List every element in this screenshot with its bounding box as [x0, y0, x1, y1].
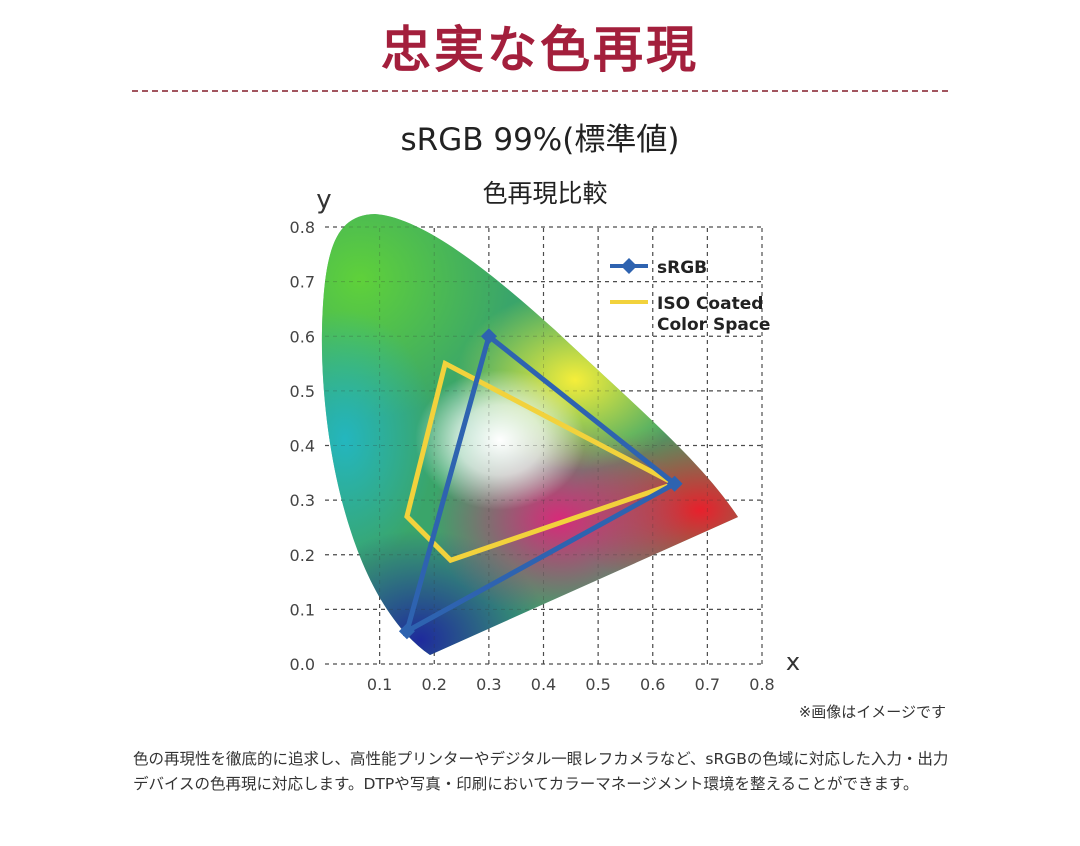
x-tick-label: 0.7: [695, 675, 720, 694]
page-title: 忠実な色再現: [381, 21, 699, 79]
legend-label-iso-coated: ISO Coated Color Space: [657, 294, 770, 335]
srgb-point-marker: [666, 475, 683, 492]
series-line-srgb: [402, 331, 680, 637]
x-tick-label: 0.6: [640, 675, 665, 694]
x-axis-label: x: [786, 648, 800, 676]
y-tick-label: 0.0: [290, 655, 315, 674]
y-tick-label: 0.5: [290, 382, 315, 401]
srgb-point-marker: [480, 328, 497, 345]
chart-title: 色再現比較: [482, 179, 607, 208]
y-tick-label: 0.4: [290, 437, 315, 456]
y-tick-label: 0.1: [290, 600, 315, 619]
divider: [132, 90, 948, 92]
legend-marker-srgb: [621, 258, 637, 274]
srgb-point-marker: [398, 623, 415, 640]
chart-axes: 0.1 0.2 0.3 0.4 0.5 0.6 0.7 0.8 0.0 0.1 0.2 0.3 0.4 0…: [290, 179, 801, 694]
description-text: 色の再現性を徹底的に追求し、高性能プリンターやデジタル一眼レフカメラなど、sRG…: [133, 750, 949, 793]
color-gamut-chart: 0.1 0.2 0.3 0.4 0.5 0.6 0.7 0.8 0.0 0.1 0.2 0.3 0.4 0…: [290, 179, 801, 694]
x-tick-label: 0.5: [585, 675, 610, 694]
page-subtitle: sRGB 99%(標準値): [400, 122, 680, 158]
x-tick-label: 0.1: [367, 675, 392, 694]
x-tick-label: 0.8: [749, 675, 774, 694]
x-tick-label: 0.2: [422, 675, 447, 694]
x-tick-label: 0.4: [531, 675, 556, 694]
legend-label-srgb: sRGB: [657, 258, 707, 278]
series-line-iso-coated: [404, 359, 681, 564]
y-tick-label: 0.7: [290, 273, 315, 292]
y-tick-label: 0.3: [290, 491, 315, 510]
chart-series: [398, 328, 683, 640]
y-tick-label: 0.6: [290, 327, 315, 346]
chart-legend: sRGB ISO Coated Color Space: [610, 258, 770, 335]
y-tick-label: 0.8: [290, 218, 315, 237]
y-axis-label: y: [316, 185, 331, 215]
y-tick-label: 0.2: [290, 546, 315, 565]
image-note: ※画像はイメージです: [798, 703, 946, 721]
x-tick-label: 0.3: [476, 675, 501, 694]
